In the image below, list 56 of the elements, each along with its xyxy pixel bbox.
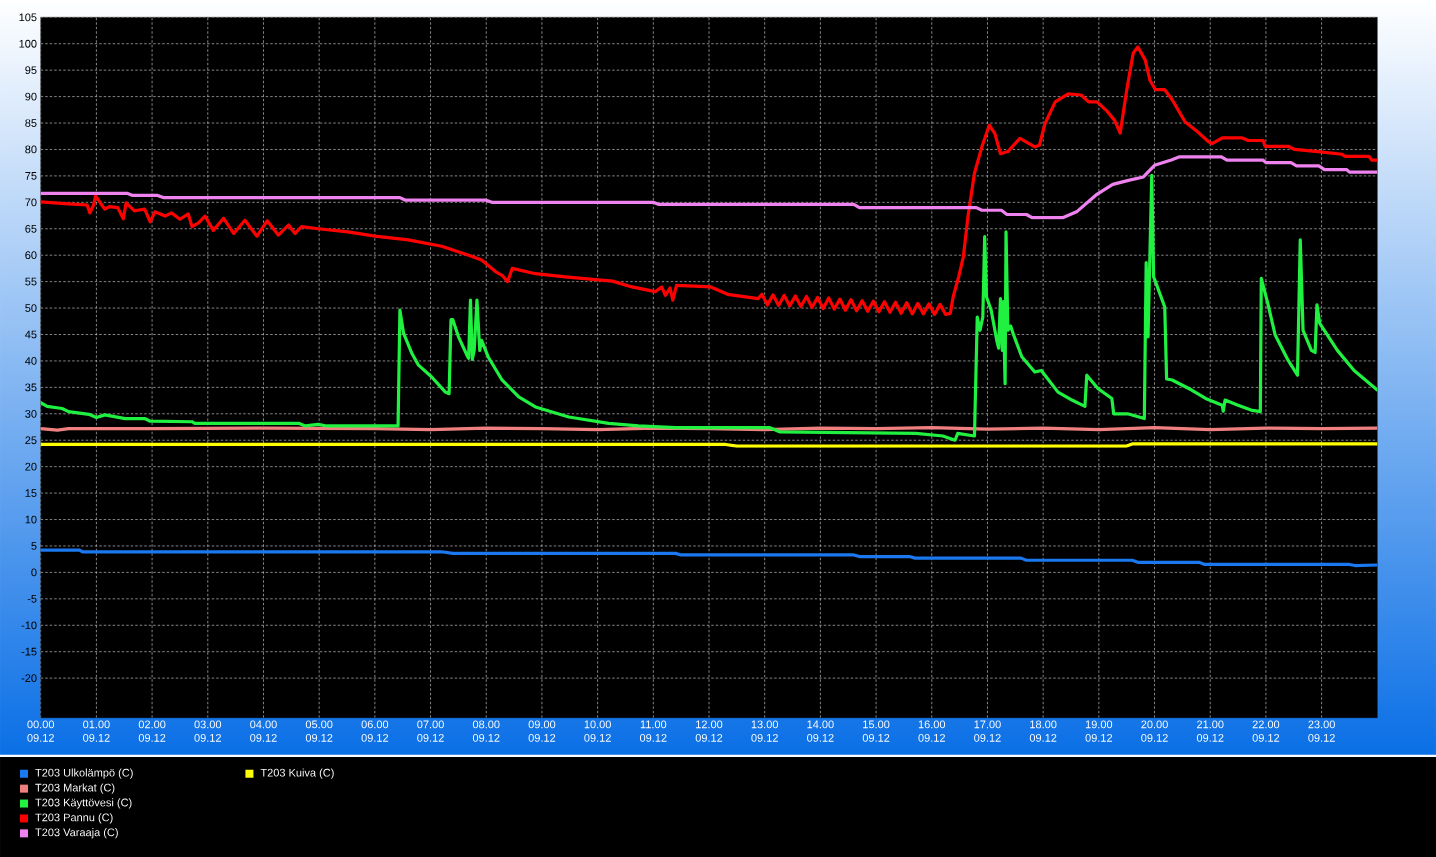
legend-label: T203 Varaaja (C) [35,828,118,839]
x-tick-label: 10.00 09.12 [584,720,611,742]
x-tick-label: 13.00 09.12 [751,720,779,742]
y-tick-label: 25 [25,436,37,445]
y-tick-label: 30 [25,409,37,418]
y-tick-label: 55 [25,277,37,286]
x-tick-label: 16.00 09.12 [918,720,946,742]
legend-label: T203 Markat (C) [35,783,115,794]
y-tick-label: 80 [25,145,37,154]
y-tick-label: 100 [19,39,37,48]
x-tick-label: 17.00 09.12 [974,720,1001,742]
y-tick-label: 45 [25,330,37,339]
y-tick-label: -10 [21,621,37,630]
y-tick-label: 50 [25,304,37,312]
y-tick-label: 95 [25,66,37,75]
x-tick-label: 08.00 09.12 [472,720,500,742]
x-tick-label: 22.00 09.12 [1252,720,1280,742]
legend-label: T203 Ulkolämpö (C) [35,768,133,779]
legend-label: T203 Pannu (C) [35,813,113,824]
y-tick-label: 0 [31,568,37,577]
y-tick-label: 5 [31,542,37,550]
x-tick-label: 05.00 09.12 [305,720,333,742]
x-tick-label: 06.00 09.12 [361,720,389,742]
x-tick-label: 00.00 09.12 [27,720,55,742]
y-tick-label: 40 [25,357,37,365]
x-tick-label: 11.00 09.12 [639,720,667,742]
y-tick-label: 90 [25,92,37,101]
y-tick-label: -5 [27,595,37,603]
x-tick-label: 15.00 09.12 [862,720,890,742]
x-tick-label: 01.00 09.12 [83,720,110,742]
x-tick-label: 19.00 09.12 [1085,720,1113,742]
y-tick-label: 105 [19,13,37,22]
y-tick-label: 75 [25,172,37,180]
y-tick-label: 60 [25,251,37,260]
y-tick-label: 35 [25,383,37,392]
legend-label: T203 Käyttövesi (C) [35,798,132,809]
y-tick-label: 10 [25,515,37,524]
x-tick-label: 18.00 09.12 [1029,720,1057,742]
y-tick-label: 70 [25,198,37,207]
y-tick-label: 20 [25,462,37,471]
x-tick-label: 12.00 09.12 [695,720,723,742]
y-tick-label: 15 [25,489,37,497]
y-tick-label: 85 [25,119,37,127]
x-tick-label: 03.00 09.12 [194,720,222,742]
x-tick-label: 14.00 09.12 [807,720,834,742]
x-tick-label: 23.00 09.12 [1308,720,1335,742]
x-tick-label: 09.00 09.12 [528,720,556,742]
x-tick-label: 21.00 09.12 [1196,720,1224,742]
x-tick-label: 07.00 09.12 [417,720,444,742]
y-tick-label: -20 [21,674,37,683]
x-tick-label: 20.00 09.12 [1141,720,1168,742]
y-tick-label: -15 [21,647,37,656]
legend-label: T203 Kuiva (C) [260,768,334,779]
x-tick-label: 02.00 09.12 [138,720,166,742]
x-tick-label: 04.00 09.12 [250,720,277,742]
y-tick-label: 65 [25,224,37,233]
